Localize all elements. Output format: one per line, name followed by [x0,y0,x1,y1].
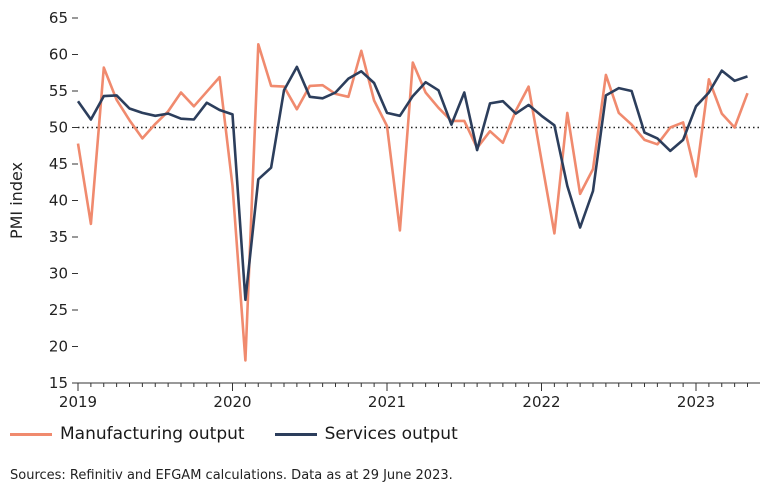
y-tick-label: 25 [49,301,68,319]
y-axis-title: PMI index [7,162,26,239]
series-line-manufacturing [76,42,749,362]
x-tick-label: 2022 [522,393,560,411]
y-tick-label: 55 [49,82,68,100]
series-layer [76,42,749,362]
x-axis-ticks: 2019 2020 2021 2022 2023 [59,383,748,411]
legend-swatch-manufacturing [10,432,52,436]
legend-label-manufacturing: Manufacturing output [60,424,245,444]
y-tick-label: 50 [49,119,68,137]
y-axis-ticks: 15 20 25 30 35 40 45 50 55 60 65 [49,9,78,392]
y-tick-label: 45 [49,155,68,173]
x-tick-label: 2021 [368,393,406,411]
y-tick-label: 65 [49,9,68,27]
y-tick-label: 35 [49,228,68,246]
legend-item-services: Services output [274,424,458,444]
y-tick-label: 20 [49,338,68,356]
legend: Manufacturing output Services output [10,424,488,444]
x-tick-label: 2023 [677,393,715,411]
y-tick-label: 40 [49,192,68,210]
x-tick-label: 2020 [213,393,251,411]
legend-item-manufacturing: Manufacturing output [10,424,245,444]
legend-label-services: Services output [324,424,458,444]
y-tick-label: 30 [49,265,68,283]
series-line-services [76,65,748,302]
source-note: Sources: Refinitiv and EFGAM calculation… [10,468,453,483]
y-tick-label: 60 [49,46,68,64]
y-tick-label: 15 [49,374,68,392]
x-tick-label: 2019 [59,393,97,411]
legend-swatch-services [274,432,317,436]
